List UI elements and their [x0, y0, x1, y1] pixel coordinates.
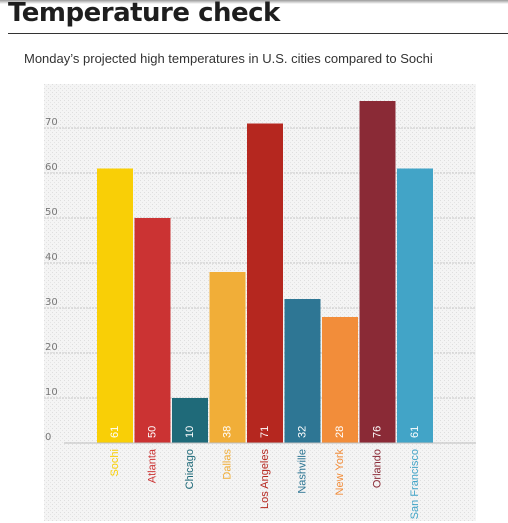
category-label: San Francisco [409, 449, 421, 519]
bars [97, 101, 433, 443]
category-label: Nashville [296, 449, 308, 494]
top-shadow [0, 0, 508, 4]
bar-nashville [284, 299, 321, 443]
value-label: 10 [184, 426, 196, 438]
y-tick-label: 10 [45, 387, 58, 398]
value-label: 50 [146, 426, 158, 438]
chart-subtitle: Monday’s projected high temperatures in … [24, 51, 433, 66]
bar-san-francisco [397, 168, 433, 443]
value-label: 28 [334, 426, 346, 438]
category-label: Atlanta [146, 448, 158, 483]
bar-dallas [209, 272, 246, 443]
bar-sochi [97, 168, 133, 443]
y-tick-label: 70 [45, 117, 58, 128]
bar-atlanta [134, 218, 171, 443]
value-label: 71 [259, 426, 271, 438]
category-label: Los Angeles [259, 449, 271, 509]
y-axis-ticks: 0 10 20 30 40 50 60 70 [45, 117, 58, 443]
value-label: 32 [296, 426, 308, 438]
bar-orlando [359, 101, 396, 443]
category-label: Chicago [184, 449, 196, 489]
bar-chicago [172, 398, 208, 443]
title-divider [8, 33, 508, 34]
bar-new-york [322, 317, 358, 443]
value-label: 76 [371, 426, 383, 438]
y-tick-label: 30 [45, 297, 58, 308]
category-label: Orlando [371, 449, 383, 488]
value-label: 38 [221, 426, 233, 438]
value-label: 61 [409, 426, 421, 438]
category-labels: Sochi Atlanta Chicago Dallas Los Angeles Nash… [109, 448, 421, 519]
y-tick-label: 20 [45, 342, 58, 353]
value-labels: 61 50 10 38 71 32 28 76 61 [109, 426, 421, 438]
value-label: 61 [109, 426, 121, 438]
y-tick-label: 40 [45, 252, 58, 263]
y-tick-label: 0 [45, 432, 51, 443]
category-label: New York [334, 449, 346, 496]
y-tick-label: 60 [45, 162, 58, 173]
category-label: Sochi [109, 449, 121, 477]
page-title: Temperature check [8, 0, 280, 28]
y-tick-label: 50 [45, 207, 58, 218]
bar-los-angeles [247, 123, 283, 443]
category-label: Dallas [221, 449, 233, 480]
